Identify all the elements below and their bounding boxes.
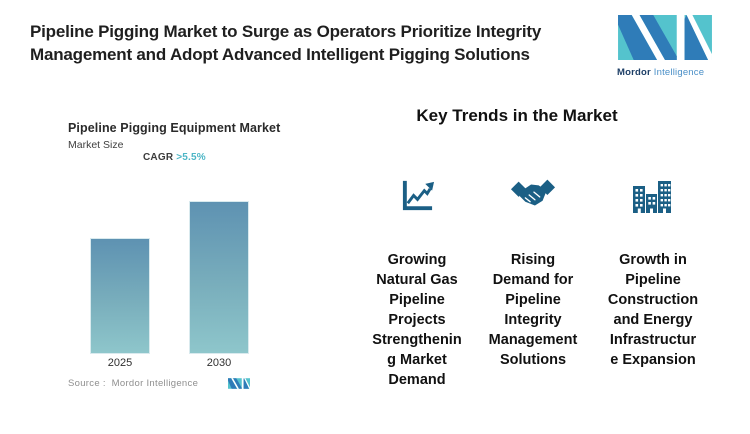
handshake-icon (481, 177, 585, 213)
brand-logo: Mordor Intelligence (617, 15, 713, 78)
brand-wordmark: Mordor Intelligence (617, 67, 713, 78)
brand-name-bold: Mordor (617, 67, 651, 78)
trend-item-integrity-management: Rising Demand for Pipeline Integrity Man… (481, 177, 585, 370)
buildings-icon (601, 177, 705, 213)
trend-label: Growing Natural Gas Pipeline Projects St… (372, 252, 462, 388)
source-logo (228, 376, 250, 394)
cagr-annotation: CAGR >5.5% (143, 152, 206, 163)
brand-name-light: Intelligence (653, 67, 705, 78)
trends-heading: Key Trends in the Market (416, 106, 618, 125)
cagr-value: >5.5% (176, 152, 206, 163)
bar-2030 (189, 201, 249, 354)
x-axis-label-2025: 2025 (107, 357, 133, 369)
chart-title: Pipeline Pigging Equipment Market (68, 121, 281, 135)
x-axis-label-2030: 2030 (206, 357, 232, 369)
page-title: Pipeline Pigging Market to Surge as Oper… (30, 22, 542, 64)
trend-label: Rising Demand for Pipeline Integrity Man… (488, 252, 578, 368)
chart-subtitle: Market Size (68, 139, 124, 151)
bar-chart-plot (60, 195, 310, 354)
cagr-label: CAGR (143, 152, 177, 163)
mordor-intelligence-mini-logo-icon (228, 378, 250, 389)
trend-item-infrastructure-expansion: Growth in Pipeline Construction and Ener… (601, 177, 705, 370)
source-credit: Source : Mordor Intelligence (68, 378, 199, 389)
trend-item-growing-projects: Growing Natural Gas Pipeline Projects St… (365, 177, 469, 390)
trend-label: Growth in Pipeline Construction and Ener… (607, 252, 699, 368)
bar-2025 (90, 238, 150, 354)
mordor-intelligence-logo-icon (618, 15, 712, 60)
growth-chart-icon (365, 177, 469, 213)
